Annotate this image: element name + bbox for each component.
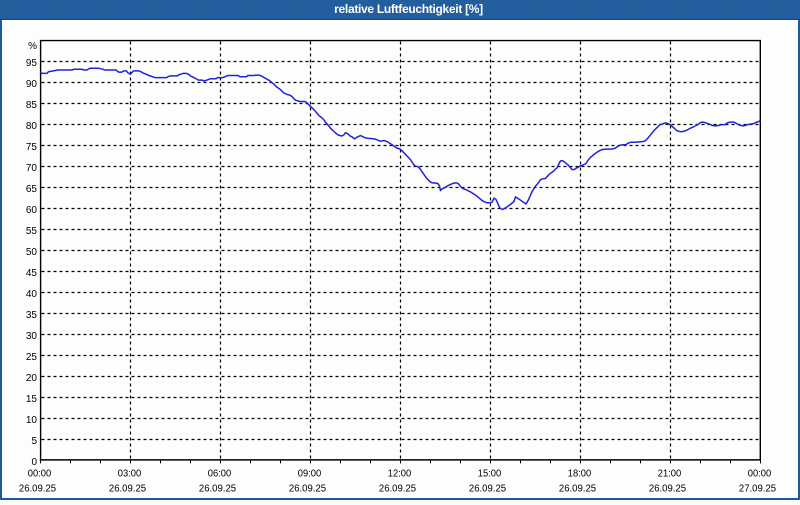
svg-text:70: 70 — [26, 163, 38, 174]
svg-text:50: 50 — [26, 247, 38, 258]
svg-text:15:00: 15:00 — [478, 469, 502, 480]
svg-text:30: 30 — [26, 331, 38, 342]
svg-text:90: 90 — [26, 79, 38, 90]
svg-text:85: 85 — [26, 100, 38, 111]
svg-text:25: 25 — [26, 352, 38, 363]
svg-text:15: 15 — [26, 394, 38, 405]
svg-text:00:00: 00:00 — [748, 469, 772, 480]
svg-text:20: 20 — [26, 373, 38, 384]
svg-text:00:00: 00:00 — [28, 469, 52, 480]
svg-text:5: 5 — [31, 436, 37, 447]
svg-text:03:00: 03:00 — [118, 469, 142, 480]
svg-text:95: 95 — [26, 58, 38, 69]
svg-text:26.09.25: 26.09.25 — [199, 484, 237, 495]
svg-text:0: 0 — [31, 457, 37, 468]
svg-text:10: 10 — [26, 415, 38, 426]
svg-text:26.09.25: 26.09.25 — [649, 484, 687, 495]
svg-text:26.09.25: 26.09.25 — [469, 484, 507, 495]
svg-text:26.09.25: 26.09.25 — [379, 484, 417, 495]
svg-text:12:00: 12:00 — [388, 469, 412, 480]
svg-text:55: 55 — [26, 226, 38, 237]
svg-text:18:00: 18:00 — [568, 469, 592, 480]
svg-text:40: 40 — [26, 289, 38, 300]
svg-text:26.09.25: 26.09.25 — [289, 484, 327, 495]
svg-text:45: 45 — [26, 268, 38, 279]
svg-text:60: 60 — [26, 205, 38, 216]
svg-text:06:00: 06:00 — [208, 469, 232, 480]
svg-text:35: 35 — [26, 310, 38, 321]
svg-text:65: 65 — [26, 184, 38, 195]
svg-text:26.09.25: 26.09.25 — [559, 484, 597, 495]
svg-text:80: 80 — [26, 121, 38, 132]
svg-text:21:00: 21:00 — [658, 469, 682, 480]
svg-text:09:00: 09:00 — [298, 469, 322, 480]
svg-text:26.09.25: 26.09.25 — [109, 484, 147, 495]
svg-text:26.09.25: 26.09.25 — [19, 484, 57, 495]
svg-text:%: % — [28, 41, 37, 52]
svg-text:75: 75 — [26, 142, 38, 153]
svg-text:27.09.25: 27.09.25 — [739, 484, 777, 495]
